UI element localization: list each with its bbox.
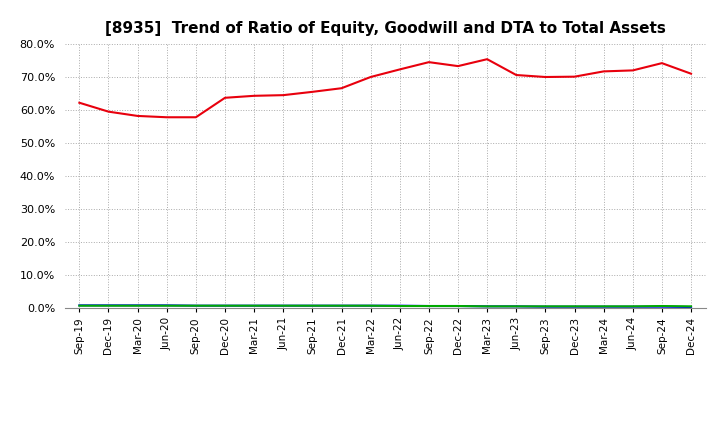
Deferred Tax Assets bbox=[599, 304, 608, 309]
Goodwill bbox=[337, 303, 346, 308]
Line: Equity: Equity bbox=[79, 59, 691, 117]
Deferred Tax Assets bbox=[104, 303, 113, 308]
Equity bbox=[657, 60, 666, 66]
Goodwill bbox=[104, 303, 113, 308]
Deferred Tax Assets bbox=[220, 303, 229, 308]
Goodwill bbox=[308, 303, 317, 308]
Equity bbox=[250, 93, 258, 99]
Equity bbox=[366, 74, 375, 80]
Equity bbox=[337, 85, 346, 91]
Deferred Tax Assets bbox=[570, 304, 579, 309]
Goodwill bbox=[220, 303, 229, 308]
Goodwill bbox=[454, 304, 462, 309]
Deferred Tax Assets bbox=[250, 303, 258, 308]
Goodwill bbox=[629, 304, 637, 309]
Equity bbox=[599, 69, 608, 74]
Title: [8935]  Trend of Ratio of Equity, Goodwill and DTA to Total Assets: [8935] Trend of Ratio of Equity, Goodwil… bbox=[105, 21, 665, 36]
Equity bbox=[279, 92, 287, 98]
Goodwill bbox=[133, 303, 142, 308]
Equity bbox=[629, 68, 637, 73]
Deferred Tax Assets bbox=[629, 304, 637, 309]
Deferred Tax Assets bbox=[192, 303, 200, 308]
Goodwill bbox=[192, 303, 200, 308]
Goodwill bbox=[395, 303, 404, 308]
Deferred Tax Assets bbox=[337, 303, 346, 308]
Deferred Tax Assets bbox=[279, 303, 287, 308]
Equity bbox=[192, 115, 200, 120]
Line: Goodwill: Goodwill bbox=[79, 305, 691, 307]
Goodwill bbox=[599, 304, 608, 309]
Equity bbox=[163, 115, 171, 120]
Equity bbox=[454, 63, 462, 69]
Goodwill bbox=[279, 303, 287, 308]
Goodwill bbox=[366, 303, 375, 308]
Equity bbox=[75, 100, 84, 105]
Goodwill bbox=[657, 304, 666, 309]
Goodwill bbox=[250, 303, 258, 308]
Equity bbox=[220, 95, 229, 100]
Deferred Tax Assets bbox=[454, 304, 462, 309]
Deferred Tax Assets bbox=[366, 303, 375, 308]
Equity bbox=[133, 113, 142, 118]
Goodwill bbox=[512, 304, 521, 309]
Deferred Tax Assets bbox=[512, 304, 521, 309]
Deferred Tax Assets bbox=[657, 304, 666, 309]
Deferred Tax Assets bbox=[308, 303, 317, 308]
Goodwill bbox=[425, 304, 433, 309]
Goodwill bbox=[570, 304, 579, 309]
Deferred Tax Assets bbox=[483, 304, 492, 309]
Equity bbox=[425, 59, 433, 65]
Deferred Tax Assets bbox=[163, 303, 171, 308]
Deferred Tax Assets bbox=[425, 304, 433, 309]
Goodwill bbox=[687, 304, 696, 310]
Equity bbox=[308, 89, 317, 95]
Deferred Tax Assets bbox=[133, 303, 142, 308]
Equity bbox=[104, 109, 113, 114]
Goodwill bbox=[163, 303, 171, 308]
Goodwill bbox=[483, 304, 492, 309]
Deferred Tax Assets bbox=[75, 303, 84, 308]
Equity bbox=[687, 71, 696, 76]
Equity bbox=[483, 56, 492, 62]
Equity bbox=[512, 72, 521, 77]
Goodwill bbox=[75, 303, 84, 308]
Deferred Tax Assets bbox=[541, 304, 550, 309]
Equity bbox=[541, 74, 550, 80]
Goodwill bbox=[541, 304, 550, 309]
Deferred Tax Assets bbox=[687, 304, 696, 309]
Equity bbox=[570, 74, 579, 79]
Deferred Tax Assets bbox=[395, 304, 404, 309]
Equity bbox=[395, 67, 404, 72]
